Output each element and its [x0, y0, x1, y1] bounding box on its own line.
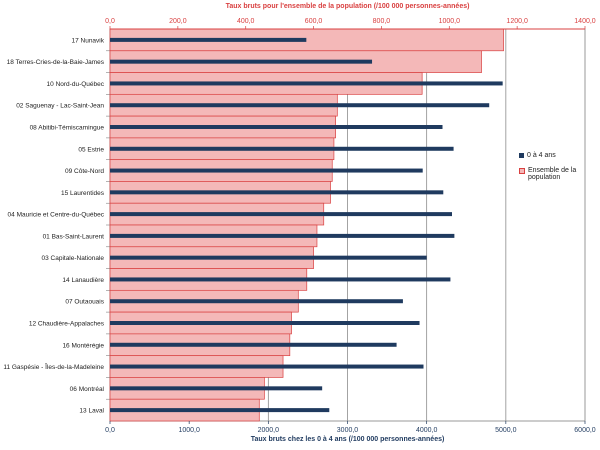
category-label: 08 Abitibi-Témiscamingue: [30, 125, 105, 132]
category-label: 13 Laval: [79, 408, 104, 415]
category-label: 05 Estrie: [78, 146, 104, 153]
category-label: 11 Gaspésie - Îles-de-la-Madeleine: [3, 362, 104, 371]
category-label: 01 Bas-Saint-Laurent: [43, 233, 105, 240]
legend-item-population: Ensemble de la population: [519, 167, 599, 181]
legend-label-children: 0 à 4 ans: [527, 152, 556, 159]
bottom-axis-tick-label: 0,0: [105, 427, 115, 434]
category-label: 10 Nord-du-Québec: [47, 81, 105, 88]
bar-children: [110, 321, 420, 325]
legend-swatch-population: [519, 168, 525, 174]
bar-children: [110, 386, 323, 391]
bar-children: [110, 81, 503, 86]
bar-children: [110, 408, 330, 413]
bottom-axis-tick-label: 3000,0: [337, 427, 359, 434]
category-label: 09 Côte-Nord: [65, 168, 104, 175]
bar-children: [110, 59, 373, 64]
category-label: 18 Terres-Cries-de-la-Baie-James: [7, 59, 105, 66]
bar-children: [110, 212, 452, 217]
category-label: 06 Montréal: [70, 386, 105, 393]
category-label: 02 Saguenay - Lac-Saint-Jean: [16, 103, 104, 110]
category-label: 03 Capitale-Nationale: [41, 255, 104, 262]
category-label: 04 Mauricie et Centre-du-Québec: [8, 212, 105, 219]
bar-children: [110, 37, 307, 42]
bar-children: [110, 190, 444, 195]
bar-children: [110, 255, 427, 260]
bottom-axis-title: Taux bruts chez les 0 à 4 ans (/100 000 …: [250, 436, 445, 443]
bottom-axis-tick-label: 4000,0: [416, 427, 438, 434]
bar-children: [110, 277, 451, 282]
bottom-axis-tick-label: 2000,0: [258, 427, 280, 434]
legend-item-children: 0 à 4 ans: [519, 152, 599, 159]
legend-swatch-children: [519, 153, 524, 158]
bar-children: [110, 103, 490, 108]
bar-children: [110, 125, 443, 129]
category-label: 07 Outaouais: [65, 299, 104, 306]
top-axis-tick-label: 200,0: [169, 18, 187, 25]
top-axis-tick-label: 1200,0: [506, 18, 528, 25]
bar-children: [110, 168, 423, 173]
top-axis-tick-label: 1400,0: [574, 18, 596, 25]
bottom-axis-tick-label: 6000,0: [574, 427, 596, 434]
category-label: 14 Lanaudière: [62, 277, 104, 284]
bar-children: [110, 342, 397, 347]
category-label: 16 Montérégie: [62, 342, 104, 349]
category-label: 12 Chaudière-Appalaches: [29, 321, 105, 328]
top-axis-tick-label: 800,0: [373, 18, 391, 25]
legend: 0 à 4 ans Ensemble de la population: [519, 152, 599, 189]
bar-children: [110, 146, 454, 151]
top-axis-title: Taux bruts pour l'ensemble de la populat…: [225, 3, 470, 10]
legend-label-population: Ensemble de la population: [528, 167, 577, 181]
bar-children: [110, 233, 455, 238]
top-axis-tick-label: 600,0: [305, 18, 323, 25]
top-axis-tick-label: 1000,0: [439, 18, 461, 25]
bottom-axis-tick-label: 1000,0: [178, 427, 200, 434]
top-axis-tick-label: 400,0: [237, 18, 255, 25]
top-axis-tick-label: 0,0: [105, 18, 115, 25]
category-label: 15 Laurentides: [61, 190, 105, 197]
category-label: 17 Nunavik: [71, 37, 104, 44]
bar-children: [110, 299, 403, 304]
bar-children: [110, 364, 424, 369]
bottom-axis-tick-label: 5000,0: [495, 427, 517, 434]
